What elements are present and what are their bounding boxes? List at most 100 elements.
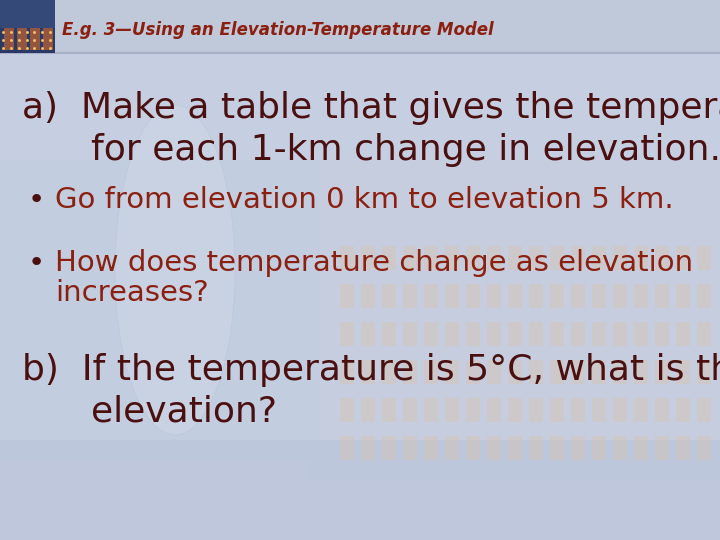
Bar: [361, 284, 375, 308]
Bar: [613, 398, 627, 422]
Bar: [697, 322, 711, 346]
Bar: [382, 398, 396, 422]
Bar: [592, 284, 606, 308]
Bar: [340, 398, 354, 422]
Text: elevation?: elevation?: [22, 395, 277, 429]
Bar: [697, 284, 711, 308]
Bar: [529, 360, 543, 384]
Bar: [382, 284, 396, 308]
Bar: [403, 284, 417, 308]
Bar: [445, 398, 459, 422]
Bar: [466, 284, 480, 308]
Bar: [592, 436, 606, 460]
Bar: [361, 436, 375, 460]
Bar: [508, 398, 522, 422]
Bar: [697, 246, 711, 270]
Bar: [655, 436, 669, 460]
Bar: [655, 284, 669, 308]
Bar: [0, 0, 55, 53]
Bar: [0, 0, 720, 160]
Bar: [508, 436, 522, 460]
Bar: [487, 360, 501, 384]
Bar: [571, 246, 585, 270]
Bar: [403, 398, 417, 422]
Bar: [613, 436, 627, 460]
Text: b)  If the temperature is 5°C, what is the: b) If the temperature is 5°C, what is th…: [22, 353, 720, 387]
Bar: [382, 246, 396, 270]
Bar: [529, 398, 543, 422]
Bar: [634, 398, 648, 422]
Bar: [424, 246, 438, 270]
Bar: [697, 398, 711, 422]
Bar: [592, 360, 606, 384]
Text: •: •: [28, 249, 45, 277]
Bar: [340, 284, 354, 308]
Bar: [676, 436, 690, 460]
Text: E.g. 3—Using an Elevation-Temperature Model: E.g. 3—Using an Elevation-Temperature Mo…: [62, 21, 494, 39]
Bar: [697, 360, 711, 384]
Bar: [571, 398, 585, 422]
Bar: [0, 0, 720, 53]
Bar: [529, 436, 543, 460]
Bar: [340, 436, 354, 460]
Bar: [361, 360, 375, 384]
Bar: [613, 246, 627, 270]
Bar: [445, 246, 459, 270]
Bar: [466, 436, 480, 460]
Bar: [424, 322, 438, 346]
Text: for each 1-km change in elevation.: for each 1-km change in elevation.: [22, 133, 720, 167]
Bar: [487, 246, 501, 270]
Text: •: •: [28, 186, 45, 214]
Bar: [634, 360, 648, 384]
Bar: [508, 322, 522, 346]
Bar: [30, 28, 40, 50]
Bar: [487, 398, 501, 422]
Bar: [592, 322, 606, 346]
Bar: [403, 246, 417, 270]
Bar: [424, 398, 438, 422]
Bar: [676, 246, 690, 270]
Bar: [550, 284, 564, 308]
Bar: [0, 160, 320, 460]
Bar: [676, 360, 690, 384]
Bar: [466, 360, 480, 384]
Bar: [634, 322, 648, 346]
Bar: [361, 398, 375, 422]
Bar: [466, 246, 480, 270]
Bar: [655, 322, 669, 346]
Bar: [361, 246, 375, 270]
Bar: [571, 284, 585, 308]
Bar: [340, 360, 354, 384]
Bar: [676, 398, 690, 422]
Bar: [634, 246, 648, 270]
Bar: [0, 0, 55, 28]
Bar: [403, 360, 417, 384]
Bar: [508, 246, 522, 270]
Bar: [466, 322, 480, 346]
Bar: [445, 436, 459, 460]
Bar: [571, 360, 585, 384]
Bar: [487, 322, 501, 346]
Bar: [613, 360, 627, 384]
Bar: [571, 322, 585, 346]
Bar: [508, 360, 522, 384]
Bar: [571, 436, 585, 460]
Bar: [697, 436, 711, 460]
Bar: [340, 246, 354, 270]
Bar: [508, 284, 522, 308]
Bar: [655, 246, 669, 270]
Bar: [382, 436, 396, 460]
Bar: [17, 28, 27, 50]
Bar: [445, 360, 459, 384]
Bar: [550, 246, 564, 270]
Bar: [0, 0, 55, 27]
Bar: [550, 360, 564, 384]
Bar: [382, 322, 396, 346]
Bar: [382, 360, 396, 384]
Bar: [424, 360, 438, 384]
Bar: [0, 440, 720, 540]
Bar: [487, 284, 501, 308]
Bar: [655, 360, 669, 384]
Text: Go from elevation 0 km to elevation 5 km.: Go from elevation 0 km to elevation 5 km…: [55, 186, 674, 214]
Bar: [4, 28, 14, 50]
